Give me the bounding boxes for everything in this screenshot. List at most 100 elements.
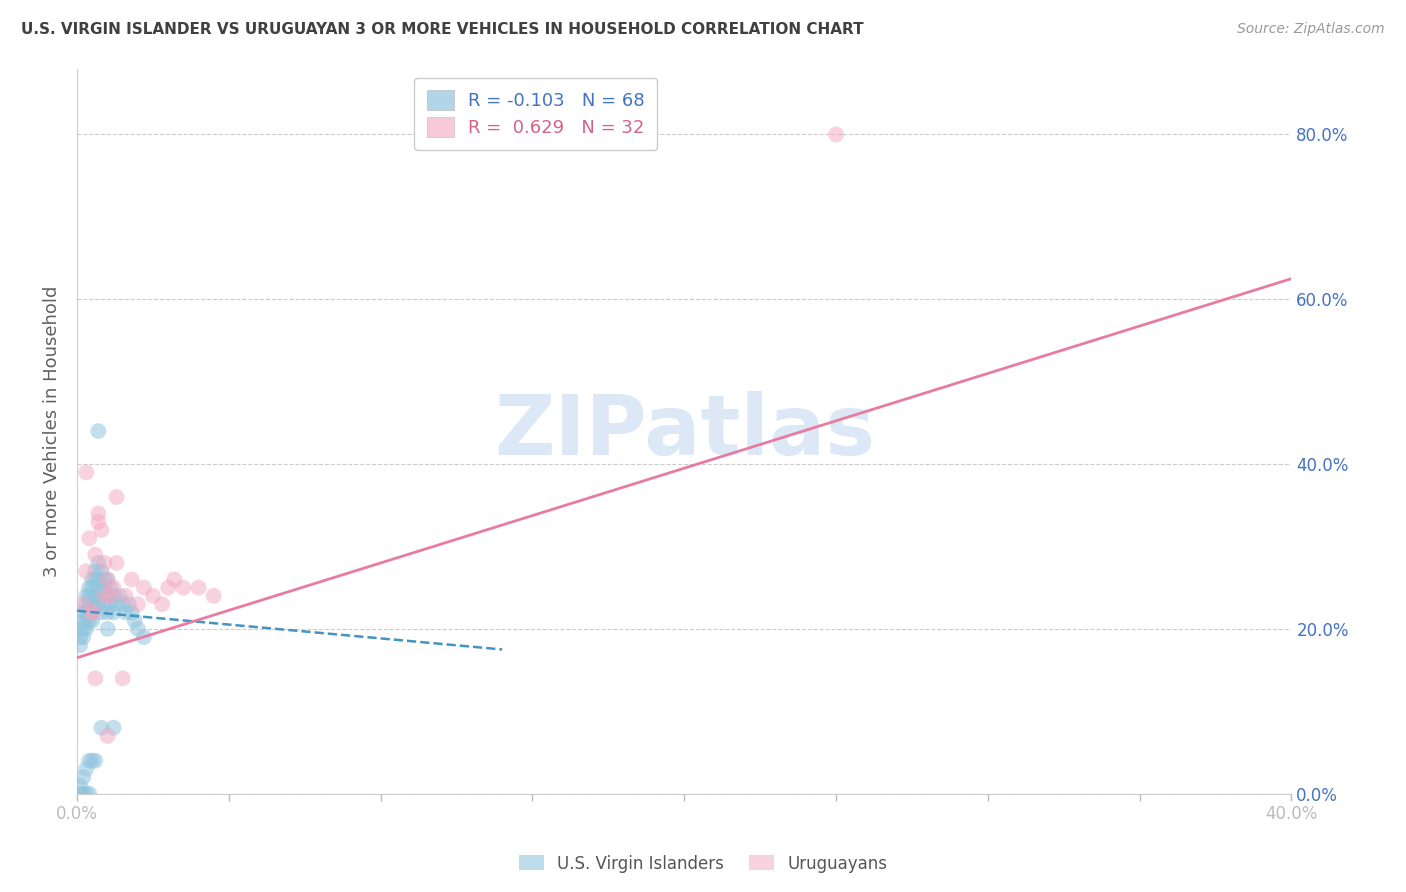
Point [103, 606, 125, 620]
Point [77, 754, 100, 768]
Point [69, 638, 91, 652]
Point [157, 581, 180, 595]
Point [90, 564, 112, 578]
Point [84, 589, 107, 603]
Point [77, 581, 100, 595]
Point [150, 597, 173, 611]
Point [93, 573, 115, 587]
Point [87, 581, 110, 595]
Point [72, 630, 94, 644]
Point [77, 531, 100, 545]
Point [90, 606, 112, 620]
Point [187, 581, 209, 595]
Point [93, 556, 115, 570]
Point [82, 606, 104, 620]
Point [90, 581, 112, 595]
Point [72, 597, 94, 611]
Point [96, 589, 118, 603]
Point [124, 614, 146, 628]
Point [69, 779, 91, 793]
Point [82, 606, 104, 620]
Point [100, 589, 122, 603]
Point [100, 597, 122, 611]
Point [69, 787, 91, 801]
Point [75, 787, 97, 801]
Point [82, 581, 104, 595]
Point [105, 556, 128, 570]
Text: U.S. VIRGIN ISLANDER VS URUGUAYAN 3 OR MORE VEHICLES IN HOUSEHOLD CORRELATION CH: U.S. VIRGIN ISLANDER VS URUGUAYAN 3 OR M… [21, 22, 863, 37]
Point [132, 581, 155, 595]
Point [72, 622, 94, 636]
Point [105, 597, 128, 611]
Point [75, 465, 97, 479]
Point [93, 589, 115, 603]
Point [127, 622, 149, 636]
Point [172, 581, 194, 595]
Point [96, 606, 118, 620]
Point [103, 581, 125, 595]
Point [121, 606, 143, 620]
Point [77, 614, 100, 628]
Point [87, 556, 110, 570]
Point [132, 630, 155, 644]
Point [96, 729, 118, 743]
Point [82, 614, 104, 628]
Point [84, 573, 107, 587]
Point [82, 573, 104, 587]
Point [87, 507, 110, 521]
Point [84, 548, 107, 562]
Point [84, 671, 107, 685]
Point [202, 589, 225, 603]
Point [82, 754, 104, 768]
Point [127, 597, 149, 611]
Point [142, 589, 165, 603]
Point [75, 564, 97, 578]
Point [111, 671, 134, 685]
Point [163, 573, 186, 587]
Point [96, 573, 118, 587]
Point [75, 589, 97, 603]
Point [72, 787, 94, 801]
Point [84, 754, 107, 768]
Legend: U.S. Virgin Islanders, Uruguayans: U.S. Virgin Islanders, Uruguayans [512, 848, 894, 880]
Point [96, 573, 118, 587]
Point [69, 630, 91, 644]
Point [72, 770, 94, 784]
Point [69, 622, 91, 636]
Point [75, 762, 97, 776]
Point [82, 589, 104, 603]
Point [75, 597, 97, 611]
Point [75, 622, 97, 636]
Point [121, 573, 143, 587]
Point [105, 490, 128, 504]
Point [825, 128, 848, 142]
Point [87, 597, 110, 611]
Point [90, 721, 112, 735]
Point [72, 614, 94, 628]
Point [84, 564, 107, 578]
Point [103, 721, 125, 735]
Point [114, 606, 136, 620]
Point [90, 523, 112, 537]
Point [114, 589, 136, 603]
Point [87, 573, 110, 587]
Point [118, 597, 141, 611]
Point [84, 597, 107, 611]
Point [103, 589, 125, 603]
Point [93, 597, 115, 611]
Point [77, 589, 100, 603]
Point [90, 589, 112, 603]
Point [93, 581, 115, 595]
Point [72, 606, 94, 620]
Point [100, 581, 122, 595]
Point [75, 614, 97, 628]
Point [111, 597, 134, 611]
Text: Source: ZipAtlas.com: Source: ZipAtlas.com [1237, 22, 1385, 37]
Point [77, 606, 100, 620]
Point [75, 606, 97, 620]
Point [82, 597, 104, 611]
Y-axis label: 3 or more Vehicles in Household: 3 or more Vehicles in Household [44, 285, 60, 577]
Text: ZIPatlas: ZIPatlas [494, 391, 875, 472]
Point [87, 515, 110, 529]
Point [77, 597, 100, 611]
